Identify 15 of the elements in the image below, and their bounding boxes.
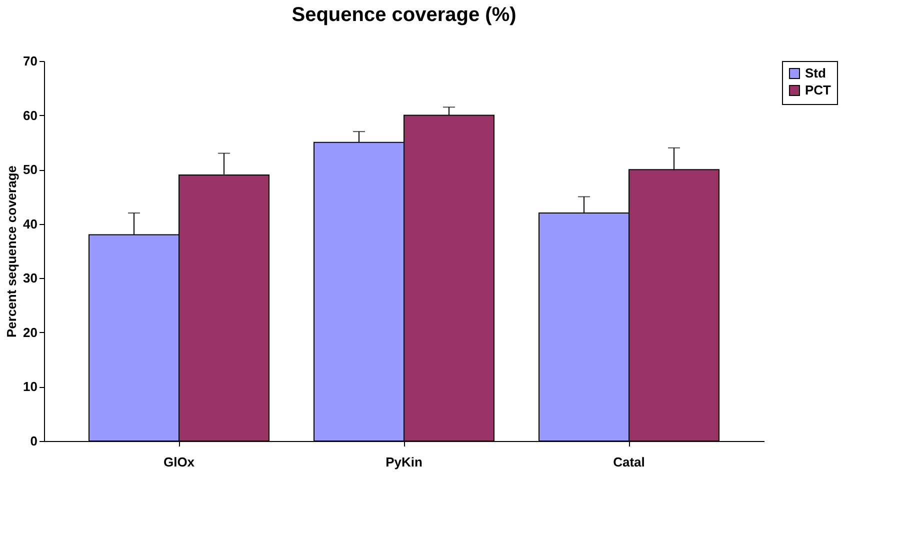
y-tick-label: 60 — [23, 108, 38, 123]
x-tick-label: GlOx — [163, 454, 196, 470]
legend-label: PCT — [805, 82, 832, 98]
chart-title: Sequence coverage (%) — [292, 4, 516, 26]
y-axis-title: Percent sequence coverage — [4, 166, 20, 338]
y-tick-label: 20 — [23, 324, 38, 340]
y-tick-label: 0 — [30, 434, 38, 448]
x-tick-label: PyKin — [386, 454, 422, 470]
y-tick-label: 10 — [23, 379, 38, 394]
y-tick-label: 40 — [23, 216, 38, 232]
y-tick-label: 70 — [23, 54, 38, 68]
y-tick-label: 30 — [23, 270, 38, 286]
y-tick-label: 50 — [23, 162, 38, 178]
x-tick-label: Catal — [613, 454, 645, 470]
legend-label: Std — [805, 66, 826, 80]
